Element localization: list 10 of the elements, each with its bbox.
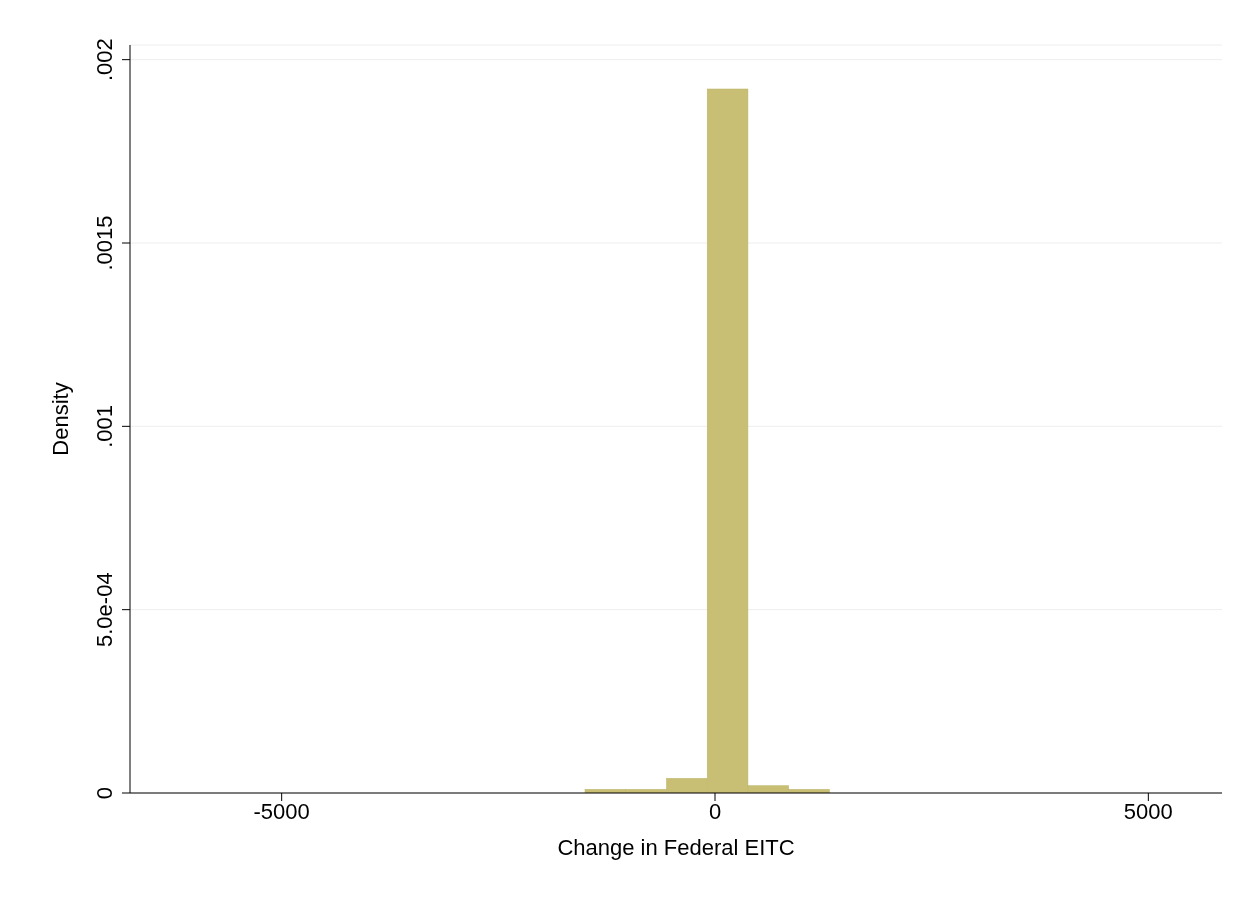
y-axis-title: Density bbox=[47, 382, 73, 456]
x-tick-label: 5000 bbox=[1123, 798, 1173, 824]
y-tick-label: 0 bbox=[92, 786, 117, 800]
x-tick-label: -5000 bbox=[253, 798, 310, 824]
x-tick-label: 0 bbox=[708, 798, 722, 824]
y-tick-label: .0015 bbox=[92, 215, 117, 271]
y-tick-label: 5.0e-04 bbox=[92, 572, 117, 647]
x-axis-title: Change in Federal EITC bbox=[557, 835, 795, 860]
y-tick-label: .001 bbox=[92, 404, 117, 448]
y-tick-label: .002 bbox=[92, 38, 117, 82]
